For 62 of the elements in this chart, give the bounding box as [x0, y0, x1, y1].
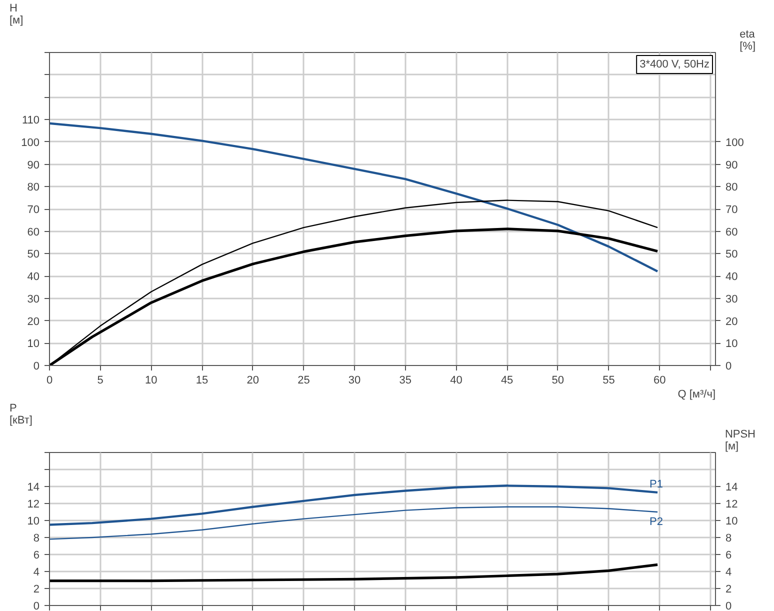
y2-tick-label: 4 — [726, 566, 732, 578]
x-tick-label: 40 — [450, 374, 462, 386]
y-tick-label: 40 — [27, 271, 40, 284]
y-tick-label: 20 — [27, 316, 40, 328]
y-tick-label: 100 — [21, 136, 40, 149]
y2-tick-label: 2 — [726, 584, 732, 596]
y2-tick-label: 0 — [726, 600, 732, 611]
y-tick-label: 50 — [27, 248, 40, 261]
y2-tick-label: 12 — [726, 498, 738, 510]
y2-tick-label: 70 — [726, 204, 738, 216]
x-tick-label: 20 — [246, 374, 259, 386]
x-tick-label: 0 — [46, 374, 53, 386]
y-tick-label: 70 — [27, 204, 40, 216]
y2-tick-label: 50 — [726, 248, 738, 261]
y2-tick-label: 6 — [726, 550, 732, 562]
y-tick-label: 60 — [27, 226, 40, 238]
line-series — [50, 563, 659, 582]
x-tick-label: 25 — [298, 374, 310, 386]
x-tick-label: 5 — [97, 374, 104, 386]
y-tick-label: 0 — [33, 600, 40, 611]
annotation: 3*400 V, 50Hz — [640, 58, 710, 70]
series-label: P2 — [650, 516, 664, 528]
y-tick-label: 80 — [27, 182, 40, 194]
y-tick-label: 2 — [33, 584, 40, 596]
x-tick-label: 35 — [399, 374, 412, 386]
y-tick-label: 4 — [33, 566, 40, 578]
x-axis-title: Q [м³/ч] — [678, 388, 716, 400]
series-label: P1 — [650, 478, 664, 490]
y-tick-label: 110 — [22, 114, 40, 127]
x-tick-label: 45 — [500, 374, 514, 386]
y2-tick-label: 14 — [726, 482, 738, 494]
y2-axis-title: eta [%] — [740, 28, 756, 52]
x-tick-label: 50 — [552, 374, 564, 386]
x-tick-label: 55 — [602, 374, 615, 386]
y2-tick-label: 8 — [726, 532, 732, 544]
y-tick-label: 0 — [33, 360, 40, 372]
y-tick-label: 6 — [33, 550, 40, 562]
y-axis-title: P [кВт] — [10, 402, 32, 426]
y2-tick-label: 10 — [726, 516, 738, 528]
y-tick-label: 10 — [27, 338, 40, 350]
x-tick-label: 60 — [653, 374, 666, 386]
y2-tick-label: 30 — [726, 293, 738, 306]
y-tick-label: 30 — [27, 293, 40, 306]
y2-tick-label: 60 — [726, 226, 738, 238]
y-tick-label: 90 — [27, 159, 40, 172]
y-tick-label: 8 — [33, 532, 40, 544]
x-tick-label: 30 — [348, 374, 361, 386]
y-tick-label: 10 — [27, 516, 40, 528]
y2-tick-label: 20 — [726, 316, 738, 328]
y2-axis-title: NPSH [м] — [724, 428, 756, 452]
y-tick-label: 12 — [27, 498, 40, 510]
y-tick-label: 14 — [27, 482, 40, 494]
line-series — [50, 122, 659, 272]
y-axis-title: H [м] — [10, 2, 24, 26]
x-tick-label: 15 — [196, 374, 208, 386]
y2-tick-label: 80 — [726, 182, 738, 194]
y2-tick-label: 40 — [726, 271, 738, 284]
x-tick-label: 10 — [145, 374, 158, 386]
y2-tick-label: 10 — [726, 338, 738, 350]
y2-tick-label: 90 — [726, 159, 738, 172]
y2-tick-label: 100 — [726, 136, 744, 149]
y2-tick-label: 0 — [726, 360, 732, 372]
